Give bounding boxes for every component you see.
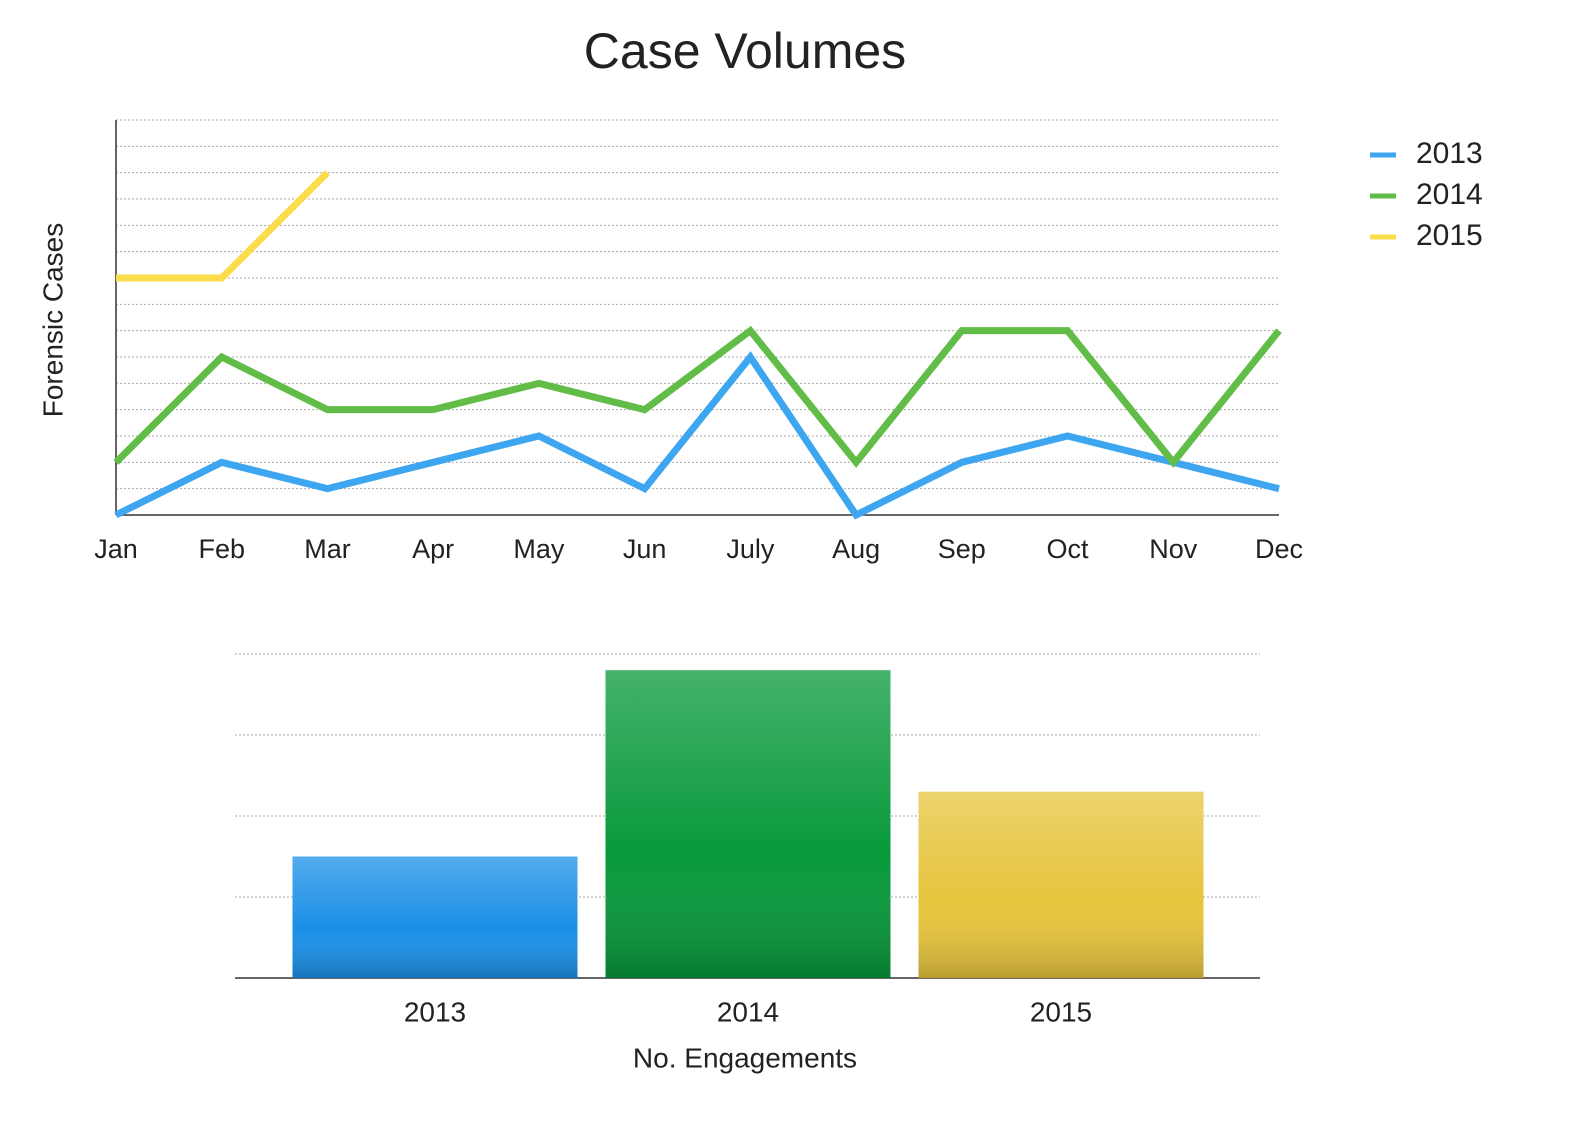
legend-label: 2014: [1416, 178, 1483, 211]
bar-shine: [918, 791, 1204, 978]
x-tick-label: 2014: [717, 996, 779, 1027]
x-tick-label: Oct: [1047, 534, 1090, 564]
bar-shine: [292, 856, 578, 978]
x-tick-label: 2015: [1030, 996, 1092, 1027]
x-tick-label: 2013: [404, 996, 466, 1027]
bar-shine: [605, 670, 891, 978]
legend-label: 2015: [1416, 219, 1483, 252]
x-tick-label: Apr: [412, 534, 454, 564]
x-tick-label: Jan: [94, 534, 138, 564]
series-line: [113, 325, 1282, 468]
series-line: [114, 351, 1280, 520]
series-line: [116, 170, 330, 282]
x-tick-label: July: [726, 534, 775, 564]
x-tick-label: Jun: [623, 534, 667, 564]
x-axis-label: No. Engagements: [633, 1042, 857, 1073]
x-tick-label: Sep: [938, 534, 986, 564]
x-tick-label: Feb: [198, 534, 245, 564]
x-tick-label: Dec: [1255, 534, 1303, 564]
y-axis-label: Forensic Cases: [37, 223, 68, 418]
legend-label: 2013: [1416, 137, 1483, 170]
x-tick-label: Aug: [832, 534, 880, 564]
x-tick-label: Nov: [1149, 534, 1198, 564]
x-tick-label: Mar: [304, 534, 351, 564]
chart-title: Case Volumes: [584, 23, 906, 79]
x-tick-label: May: [513, 534, 565, 564]
